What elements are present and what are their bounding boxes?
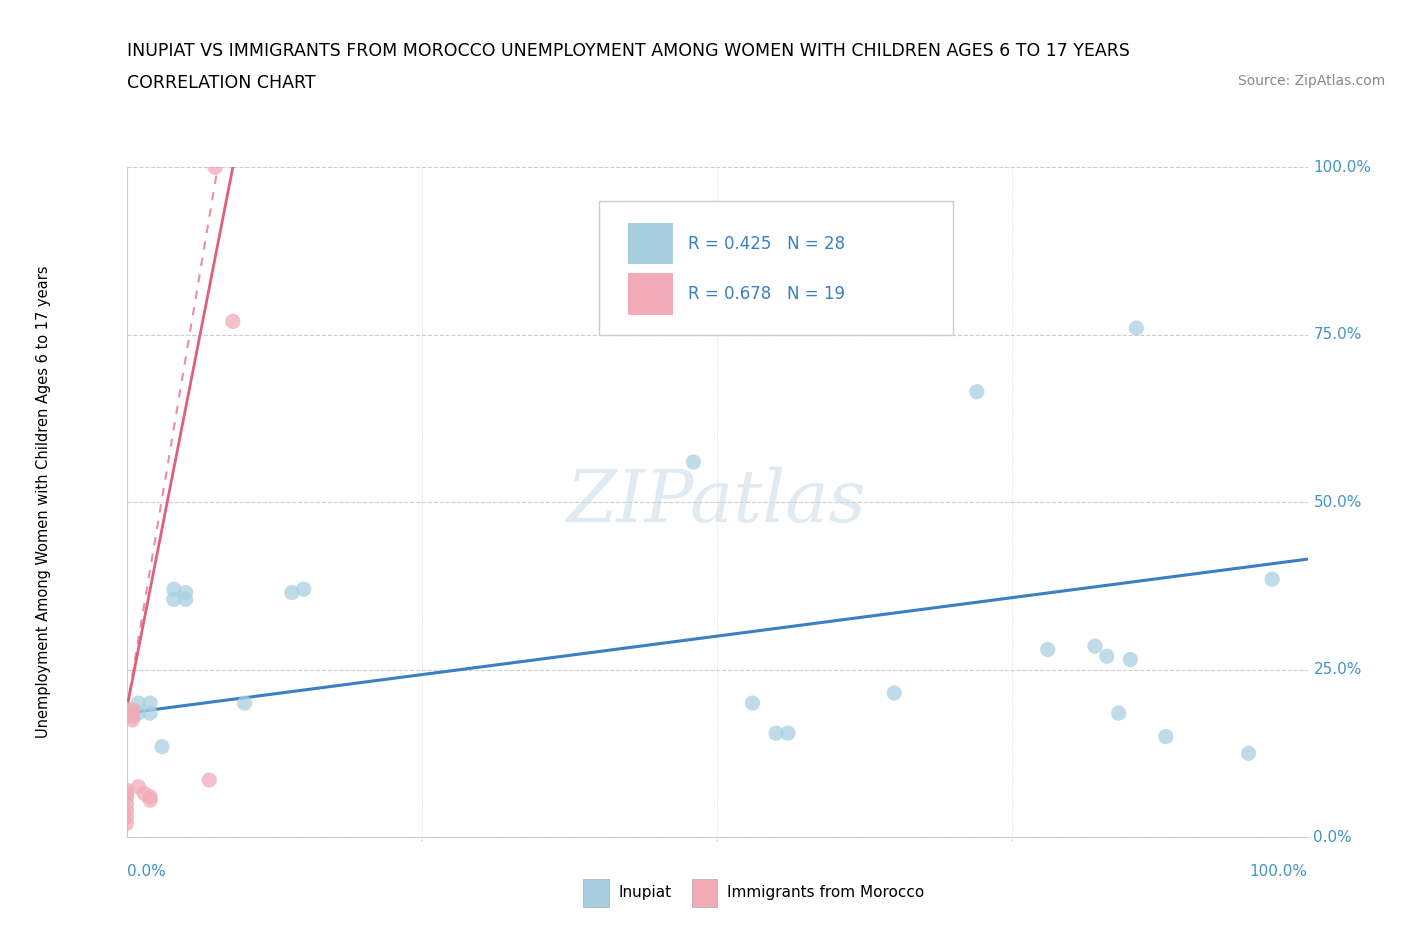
Text: 100.0%: 100.0% <box>1313 160 1371 175</box>
Point <box>115 803 138 817</box>
Text: INUPIAT VS IMMIGRANTS FROM MOROCCO UNEMPLOYMENT AMONG WOMEN WITH CHILDREN AGES 6: INUPIAT VS IMMIGRANTS FROM MOROCCO UNEMP… <box>127 42 1129 60</box>
Point <box>139 696 162 711</box>
Point <box>121 706 143 721</box>
Point <box>139 706 162 721</box>
Point <box>765 725 787 740</box>
Point <box>134 786 156 801</box>
Point <box>115 786 138 801</box>
Point <box>163 582 186 597</box>
Text: 100.0%: 100.0% <box>1250 864 1308 879</box>
Point <box>115 702 138 717</box>
Text: 50.0%: 50.0% <box>1313 495 1362 510</box>
Point <box>121 709 143 724</box>
Text: 0.0%: 0.0% <box>1313 830 1353 844</box>
Point <box>292 582 315 597</box>
Point <box>150 739 173 754</box>
Text: 0.0%: 0.0% <box>127 864 166 879</box>
Text: Source: ZipAtlas.com: Source: ZipAtlas.com <box>1237 74 1385 88</box>
Text: 25.0%: 25.0% <box>1313 662 1362 677</box>
Point <box>1261 572 1284 587</box>
Point <box>198 773 221 788</box>
Text: ZIPatlas: ZIPatlas <box>567 467 868 538</box>
Point <box>127 696 149 711</box>
Point <box>1036 642 1059 657</box>
Point <box>233 696 256 711</box>
Point <box>1108 706 1130 721</box>
Point <box>115 817 138 831</box>
Point <box>174 591 197 606</box>
Point <box>1084 639 1107 654</box>
Text: Inupiat: Inupiat <box>619 885 672 900</box>
Point <box>1119 652 1142 667</box>
Point <box>682 455 704 470</box>
Point <box>174 585 197 600</box>
Text: 75.0%: 75.0% <box>1313 327 1362 342</box>
Text: R = 0.425   N = 28: R = 0.425 N = 28 <box>688 234 845 253</box>
Bar <box>628 223 673 264</box>
Point <box>115 796 138 811</box>
Point <box>139 790 162 804</box>
Point <box>883 685 905 700</box>
Text: Immigrants from Morocco: Immigrants from Morocco <box>727 885 924 900</box>
Point <box>1237 746 1260 761</box>
Point <box>139 792 162 807</box>
Point <box>115 783 138 798</box>
Text: R = 0.678   N = 19: R = 0.678 N = 19 <box>688 285 845 303</box>
Bar <box>628 273 673 314</box>
Point <box>127 706 149 721</box>
Point <box>115 809 138 824</box>
Point <box>121 706 143 721</box>
Point <box>776 725 799 740</box>
Point <box>222 314 245 329</box>
Point <box>966 384 988 399</box>
Point <box>281 585 304 600</box>
Point <box>127 779 149 794</box>
Point <box>1125 321 1147 336</box>
Point <box>121 702 143 717</box>
Text: CORRELATION CHART: CORRELATION CHART <box>127 74 315 92</box>
Point <box>115 790 138 804</box>
Point <box>121 712 143 727</box>
Point <box>163 591 186 606</box>
Text: Unemployment Among Women with Children Ages 6 to 17 years: Unemployment Among Women with Children A… <box>37 266 52 738</box>
FancyBboxPatch shape <box>599 201 953 335</box>
Point <box>204 160 226 175</box>
Point <box>1154 729 1177 744</box>
Point <box>741 696 763 711</box>
Point <box>1095 649 1118 664</box>
